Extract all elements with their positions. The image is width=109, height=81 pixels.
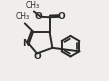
Text: CH₃: CH₃ [16,12,30,21]
Text: CH₃: CH₃ [26,1,40,10]
Text: O: O [57,12,65,21]
Text: O: O [35,12,42,21]
Text: N: N [22,39,29,48]
Text: O: O [33,52,41,61]
